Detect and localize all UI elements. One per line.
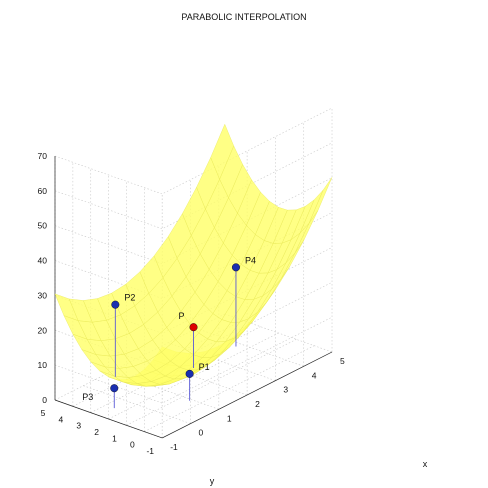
y-tick-label: 5 xyxy=(41,408,46,418)
data-point-p1 xyxy=(185,369,194,378)
axis-line xyxy=(162,351,333,439)
points-layer: P1 P2 P3 P4 P xyxy=(82,255,256,409)
data-point-p4 xyxy=(231,263,240,272)
y-tick-label: 2 xyxy=(94,427,99,437)
y-tick-label: 4 xyxy=(59,414,64,424)
point-label-p2: P2 xyxy=(124,293,135,303)
y-tick-label: 0 xyxy=(130,440,135,450)
z-tick-label: 30 xyxy=(38,290,48,300)
grid-line xyxy=(54,107,333,195)
grid-line xyxy=(126,339,297,426)
x-tick-label: -1 xyxy=(170,442,178,452)
x-axis-label: x xyxy=(423,459,428,469)
data-point-p2 xyxy=(111,300,120,309)
data-point-p3 xyxy=(110,384,119,393)
x-tick-label: 0 xyxy=(199,428,204,438)
grid-line xyxy=(83,385,191,424)
surface-layer xyxy=(54,123,333,387)
z-tick-label: 10 xyxy=(38,360,48,370)
z-tick-label: 60 xyxy=(38,186,48,196)
data-point-p xyxy=(189,323,198,332)
y-axis-label: y xyxy=(210,476,215,486)
z-tick-label: 40 xyxy=(38,256,48,266)
x-tick-label: 2 xyxy=(255,399,260,409)
y-tick-label: 3 xyxy=(76,421,81,431)
x-tick-label: 3 xyxy=(283,385,288,395)
z-tick-label: 0 xyxy=(42,395,47,405)
chart-title: PARABOLIC INTERPOLATION xyxy=(181,12,306,22)
x-tick-label: 4 xyxy=(312,370,317,380)
x-tick-label: 1 xyxy=(227,413,232,423)
z-tick-label: 70 xyxy=(38,151,48,161)
y-tick-label: -1 xyxy=(146,446,154,456)
point-label-p: P xyxy=(179,311,185,321)
z-tick-label: 50 xyxy=(38,221,48,231)
z-tick-label: 20 xyxy=(38,325,48,335)
y-tick-label: 1 xyxy=(112,433,117,443)
surface-patch xyxy=(54,293,79,321)
axis-line xyxy=(54,399,163,439)
point-label-p3: P3 xyxy=(82,392,93,402)
point-label-p1: P1 xyxy=(199,362,210,372)
surface-patch xyxy=(308,177,333,224)
point-label-p4: P4 xyxy=(245,255,256,265)
x-tick-label: 5 xyxy=(340,356,345,366)
